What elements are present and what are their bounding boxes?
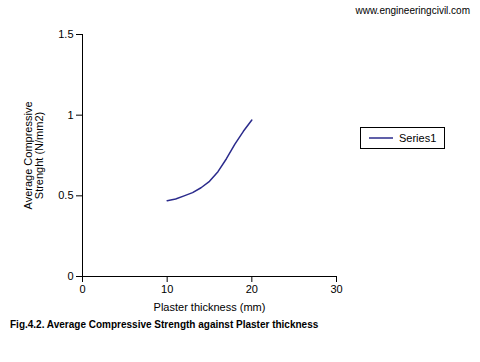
svg-text:20: 20 (246, 283, 258, 295)
svg-text:0: 0 (79, 283, 85, 295)
svg-text:10: 10 (161, 283, 173, 295)
html-text:www.engineeringcivil.com: www.engineeringcivil.com (355, 5, 470, 16)
svg-text:Average CompressiveStrenght (N: Average CompressiveStrenght (N/mm2) (22, 101, 45, 209)
svg-text:Plaster thickness (mm): Plaster thickness (mm) (154, 301, 266, 313)
html-text:Series1: Series1 (399, 132, 437, 144)
svg-text:30: 30 (330, 283, 342, 295)
svg-text:1.5: 1.5 (58, 28, 73, 40)
svg-text:1: 1 (67, 109, 73, 121)
svg-text:0: 0 (67, 270, 73, 282)
svg-text:0.5: 0.5 (58, 189, 73, 201)
html-text:Fig.4.2. Average Compressive S: Fig.4.2. Average Compressive Strength ag… (10, 319, 319, 330)
